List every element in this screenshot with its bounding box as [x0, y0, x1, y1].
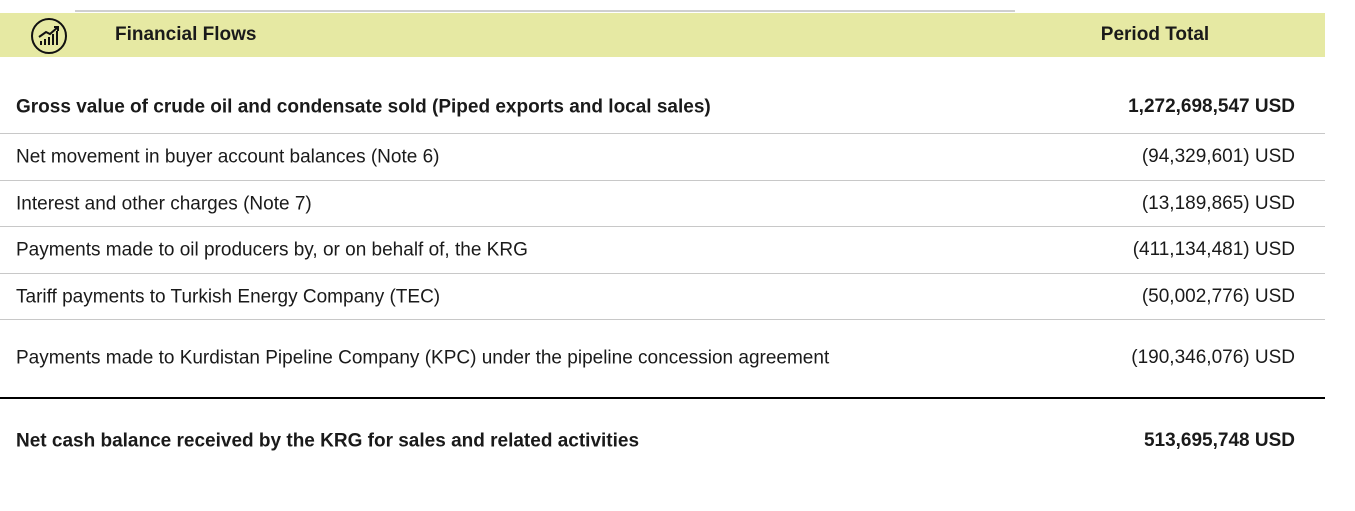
row-label: Payments made to oil producers by, or on… [16, 239, 528, 261]
table-row: Net cash balance received by the KRG for… [0, 399, 1325, 483]
row-label: Payments made to Kurdistan Pipeline Comp… [16, 347, 830, 369]
row-amount: 1,272,698,547 USD [1128, 95, 1295, 117]
row-label: Gross value of crude oil and condensate … [16, 96, 711, 117]
table-header: Financial Flows Period Total [0, 13, 1325, 57]
row-amount: (94,329,601) USD [1141, 146, 1295, 167]
table-row: Gross value of crude oil and condensate … [0, 80, 1325, 133]
chart-icon [31, 18, 67, 54]
table-row: Net movement in buyer account balances (… [0, 134, 1325, 180]
top-rule [75, 10, 1015, 12]
row-label: Net cash balance received by the KRG for… [16, 430, 640, 452]
row-label: Net movement in buyer account balances (… [16, 146, 440, 168]
row-amount: (411,134,481) USD [1132, 239, 1295, 260]
row-amount: (190,346,076) USD [1131, 347, 1295, 368]
table-row: Payments made to oil producers by, or on… [0, 227, 1325, 273]
total-rule [0, 397, 1325, 399]
row-separator [0, 180, 1325, 181]
row-amount: 513,695,748 USD [1143, 430, 1295, 451]
table-row: Payments made to Kurdistan Pipeline Comp… [0, 320, 1325, 396]
row-separator [0, 319, 1325, 320]
row-label: Tariff payments to Turkish Energy Compan… [16, 286, 441, 307]
table-row: Interest and other charges (Note 7) (13,1… [0, 181, 1325, 226]
row-amount: (50,002,776) USD [1141, 285, 1295, 307]
column-header: Period Total [1100, 24, 1210, 45]
row-separator [0, 226, 1325, 227]
row-label: Interest and other charges (Note 7) [16, 193, 312, 214]
row-separator [0, 273, 1325, 274]
row-separator [0, 133, 1325, 134]
row-amount: (13,189,865) USD [1141, 192, 1295, 214]
table-row: Tariff payments to Turkish Energy Compan… [0, 274, 1325, 319]
header-title: Financial Flows [115, 24, 257, 45]
